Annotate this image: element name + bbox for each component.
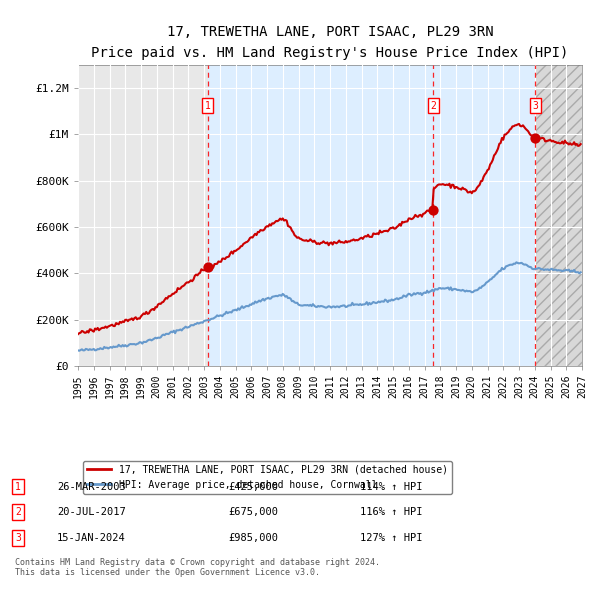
Text: 127% ↑ HPI: 127% ↑ HPI: [360, 533, 422, 543]
Text: £675,000: £675,000: [228, 507, 278, 517]
Text: 114% ↑ HPI: 114% ↑ HPI: [360, 482, 422, 491]
Point: [428, 205, 438, 214]
Text: 1: 1: [15, 482, 21, 491]
Text: £425,000: £425,000: [228, 482, 278, 491]
Text: Contains HM Land Registry data © Crown copyright and database right 2024.
This d: Contains HM Land Registry data © Crown c…: [15, 558, 380, 577]
Text: 1: 1: [205, 100, 211, 110]
Text: 15-JAN-2024: 15-JAN-2024: [57, 533, 126, 543]
Text: 20-JUL-2017: 20-JUL-2017: [57, 507, 126, 517]
Text: 3: 3: [532, 100, 538, 110]
Point: [203, 263, 212, 272]
Text: £985,000: £985,000: [228, 533, 278, 543]
Text: 3: 3: [15, 533, 21, 543]
Text: 2: 2: [430, 100, 436, 110]
Bar: [535, 65, 582, 366]
Bar: [535, 65, 582, 366]
Text: 2: 2: [15, 507, 21, 517]
Text: 116% ↑ HPI: 116% ↑ HPI: [360, 507, 422, 517]
Legend: 17, TREWETHA LANE, PORT ISAAC, PL29 3RN (detached house), HPI: Average price, de: 17, TREWETHA LANE, PORT ISAAC, PL29 3RN …: [83, 461, 452, 494]
Title: 17, TREWETHA LANE, PORT ISAAC, PL29 3RN
Price paid vs. HM Land Registry's House : 17, TREWETHA LANE, PORT ISAAC, PL29 3RN …: [91, 25, 569, 60]
Bar: [208, 65, 535, 366]
Point: [530, 133, 540, 143]
Text: 26-MAR-2003: 26-MAR-2003: [57, 482, 126, 491]
